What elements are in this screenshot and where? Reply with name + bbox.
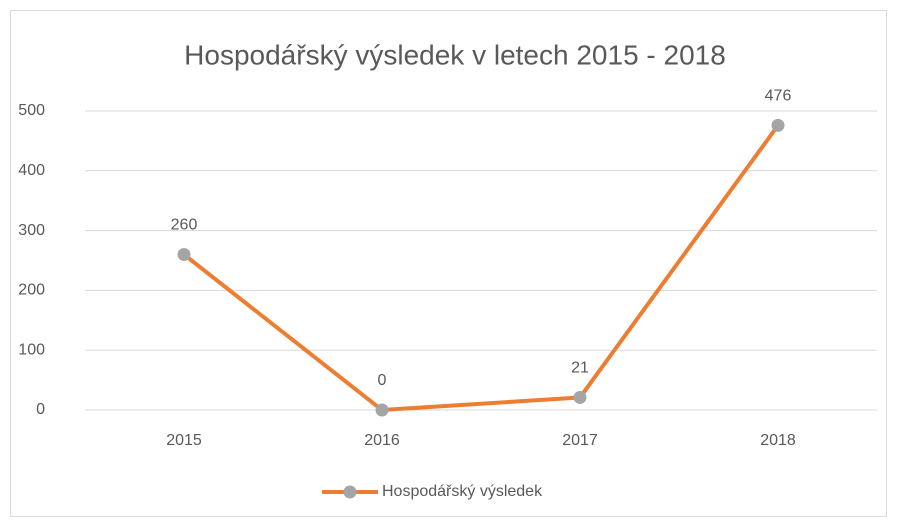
legend-marker bbox=[343, 485, 357, 499]
x-tick-label: 2015 bbox=[166, 432, 202, 449]
marker bbox=[375, 403, 389, 417]
marker bbox=[771, 118, 785, 132]
data-label: 21 bbox=[571, 360, 589, 377]
y-tick-label: 0 bbox=[36, 401, 45, 418]
y-tick-label: 400 bbox=[18, 162, 45, 179]
marker bbox=[573, 390, 587, 404]
x-tick-label: 2017 bbox=[562, 432, 598, 449]
y-tick-label: 300 bbox=[18, 222, 45, 239]
y-tick-label: 500 bbox=[18, 102, 45, 119]
y-tick-label: 100 bbox=[18, 341, 45, 358]
y-tick-label: 200 bbox=[18, 282, 45, 299]
data-label: 260 bbox=[171, 217, 198, 234]
data-label: 476 bbox=[765, 88, 792, 105]
line-series bbox=[182, 124, 780, 412]
legend-label: Hospodářský výsledek bbox=[382, 483, 543, 500]
marker bbox=[177, 248, 191, 262]
chart-title: Hospodářský výsledek v letech 2015 - 201… bbox=[184, 39, 726, 70]
x-tick-label: 2018 bbox=[760, 432, 796, 449]
x-tick-label: 2016 bbox=[364, 432, 400, 449]
chart-border bbox=[10, 10, 887, 517]
data-label: 0 bbox=[378, 372, 387, 389]
